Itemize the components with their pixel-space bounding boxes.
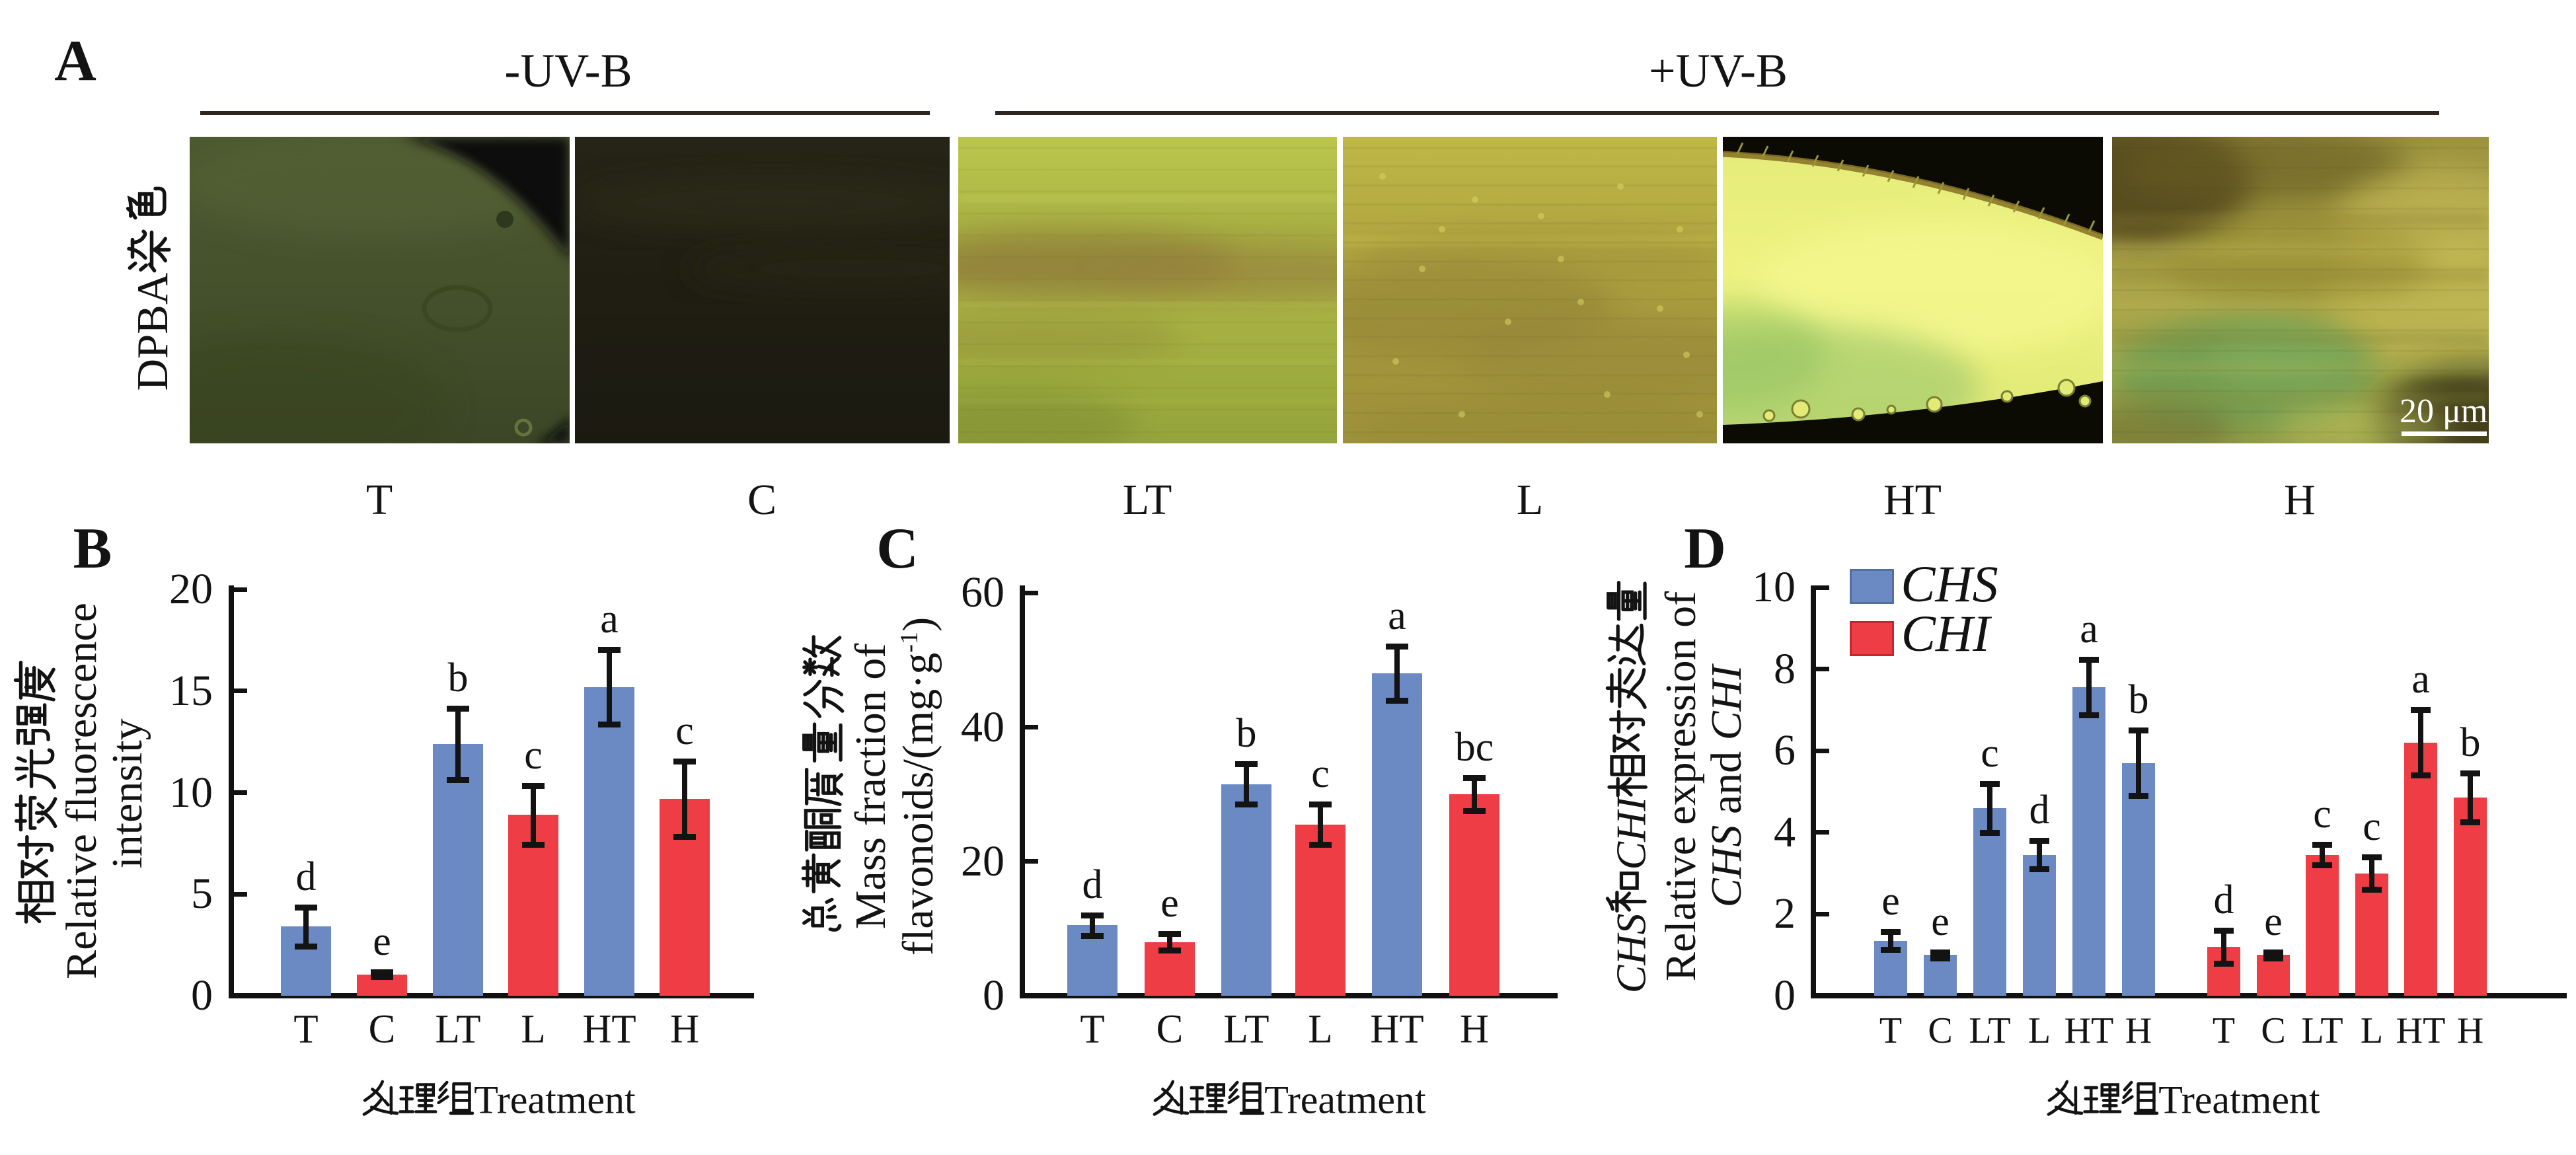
svg-text:20 μm: 20 μm — [2400, 392, 2487, 430]
